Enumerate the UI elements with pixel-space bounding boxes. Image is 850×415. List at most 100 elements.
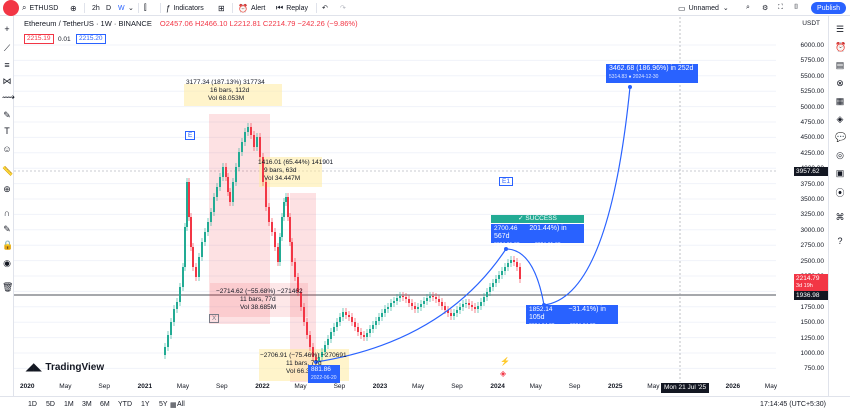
indicators-button[interactable]: ƒ Indicators (166, 3, 204, 13)
range-button-5y[interactable]: 5Y (159, 401, 168, 408)
undo-button[interactable]: ↶ (322, 2, 328, 14)
range-button-3m[interactable]: 3M (82, 401, 92, 408)
bottom-bar: 1D 5D 1M 3M 6M YTD 1Y 5Y All ▦ 17:14:45 (UTC+5:3… (0, 396, 850, 415)
search-icon: ⌕ (746, 4, 750, 11)
magnet-icon[interactable]: ∩ (3, 208, 11, 218)
pattern-icon[interactable]: ⋈ (2, 76, 12, 86)
calendar-icon: ▦ (170, 402, 177, 409)
chat-icon[interactable]: 💬 (835, 132, 847, 142)
candle-body (339, 317, 341, 322)
range-button-1m[interactable]: 1M (64, 401, 74, 408)
range-button-1y[interactable]: 1Y (141, 401, 150, 408)
range-button-all[interactable]: All (177, 401, 185, 408)
forecast-icon[interactable]: ⟿ (2, 92, 15, 102)
horizontal-line-tag: 1936.98 (794, 291, 828, 300)
publish-button[interactable]: Publish (811, 2, 846, 14)
pine-icon[interactable]: ⌘ (835, 212, 845, 222)
price-level-label: 5250.00 (800, 88, 825, 96)
interval-dropdown[interactable]: ⌄ (128, 2, 134, 14)
interval-2h[interactable]: 2h (92, 4, 100, 12)
bid-price[interactable]: 2215.19 (24, 34, 54, 44)
range-button-ytd[interactable]: YTD (118, 401, 132, 408)
fib-icon[interactable]: ≡ (4, 60, 10, 70)
candle-body (184, 227, 186, 267)
projection-point (504, 247, 508, 251)
help-icon[interactable]: ? (837, 236, 843, 246)
label-e1: E1 (499, 177, 513, 186)
time-axis[interactable]: 2020 May Sep 2021 May Sep 2022 May Sep 2023 May Sep… (14, 382, 777, 394)
user-avatar[interactable] (3, 0, 19, 16)
templates-button[interactable]: ⊞ (218, 2, 228, 14)
candle-body (321, 352, 323, 357)
chart-type-button[interactable]: ⫿ (144, 2, 150, 14)
eye-icon[interactable]: ◉ (3, 258, 11, 268)
price-axis[interactable]: USDT 6000.00 5750.00 5500.00 5250.00 5000.00… (776, 18, 828, 380)
ideas-icon[interactable]: ◈ (836, 114, 844, 124)
candle-body (300, 292, 302, 307)
calendar-icon[interactable]: ▦ (835, 96, 845, 106)
time-label: 2020 (20, 383, 35, 390)
clock[interactable]: 17:14:45 (UTC+5:30) (760, 401, 826, 408)
label-e: E (185, 131, 196, 140)
trash-icon[interactable]: 🗑 (2, 282, 14, 292)
candle-body (281, 217, 283, 237)
settings-button[interactable]: ⚙ (762, 2, 768, 14)
replay-button[interactable]: ⏮ Replay (276, 3, 308, 12)
range-button-6m[interactable]: 6M (100, 401, 110, 408)
lock-icon[interactable]: 🔒 (2, 240, 14, 250)
candle-body (456, 310, 458, 313)
interval-d[interactable]: D (106, 4, 112, 12)
screener-icon[interactable]: ◎ (836, 150, 844, 160)
candle-body (274, 232, 276, 247)
emoji-icon[interactable]: ☺ (2, 144, 12, 154)
price-level-label: 1750.00 (800, 303, 825, 311)
candle-body (179, 287, 181, 302)
range-button-5d[interactable]: 5D (46, 401, 55, 408)
zoom-in-icon[interactable]: ⊕ (3, 184, 11, 194)
lock-drawings-icon[interactable]: ✎ (3, 224, 11, 234)
quick-search-button[interactable]: ⌕ (746, 2, 750, 14)
trendline-icon[interactable]: ⟋ (3, 43, 11, 53)
add-symbol-button[interactable]: ⊕ (70, 2, 80, 14)
crosshair-icon[interactable]: + (4, 24, 10, 34)
redo-button[interactable]: ↷ (340, 2, 346, 14)
candle-body (222, 167, 224, 177)
candle-body (375, 321, 377, 325)
projection-point (314, 360, 318, 364)
fullscreen-button[interactable]: ⛶ (778, 2, 783, 14)
dividend-icon[interactable]: ⚡ (500, 357, 510, 366)
interval-w[interactable]: W (118, 4, 125, 12)
brush-icon[interactable]: ✎ (3, 110, 11, 120)
projection-pullback (505, 248, 545, 306)
candle-body (465, 303, 467, 304)
ruler-icon[interactable]: 📏 (2, 166, 14, 176)
currency-label[interactable]: USDT (802, 20, 820, 27)
notes-icon[interactable]: ▣ (835, 168, 845, 178)
candle-body (277, 247, 279, 262)
price-chart[interactable] (14, 17, 776, 382)
streams-icon[interactable]: ⦿ (835, 188, 845, 198)
price-level-label: 1000.00 (800, 350, 825, 357)
watchlist-icon[interactable]: ☰ (835, 24, 845, 34)
candle-body (219, 177, 221, 187)
ohlc-values: O2457.06 H2466.10 L2212.81 C2214.79 −242… (159, 19, 358, 28)
candle-body (330, 332, 332, 339)
time-label: Sep (98, 383, 110, 390)
symbol-title: Ethereum / TetherUS · 1W · BINANCE (24, 19, 152, 28)
date-range-button[interactable]: ▦ (170, 401, 177, 409)
price-level-label: 3500.00 (800, 196, 825, 203)
earnings-icon[interactable]: ◈ (500, 369, 507, 378)
snapshot-button[interactable]: ⌷ (794, 2, 798, 14)
data-window-icon[interactable]: ▤ (835, 60, 845, 70)
text-icon[interactable]: T (4, 126, 10, 136)
alert-button[interactable]: ⏰ Alert (238, 3, 266, 13)
candle-body (342, 312, 344, 317)
ask-price[interactable]: 2215.20 (76, 34, 106, 44)
candle-body (372, 325, 374, 329)
hotlists-icon[interactable]: ⊗ (836, 78, 844, 88)
range-button-1d[interactable]: 1D (28, 401, 37, 408)
alerts-icon[interactable]: ⏰ (835, 42, 847, 52)
symbol-search[interactable]: ⌕ ETHUSD (22, 3, 59, 12)
search-icon: ⌕ (22, 3, 27, 12)
layout-name[interactable]: ▭ Unnamed ⌄ (678, 3, 729, 13)
